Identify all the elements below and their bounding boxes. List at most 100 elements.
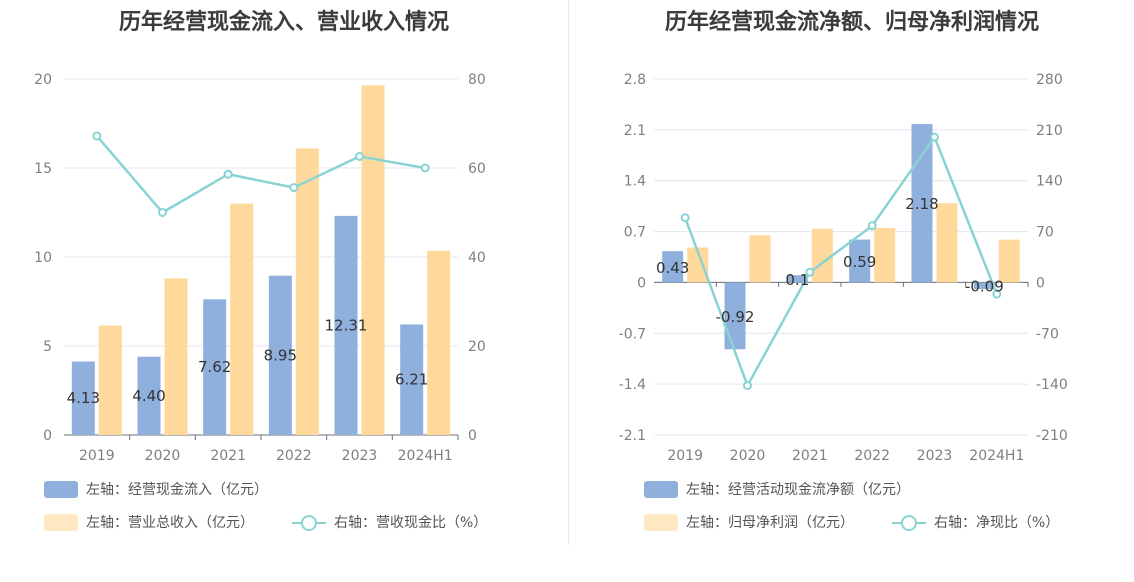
legend-item-cash-inflow[interactable]: 左轴：经营现金流入（亿元） (44, 479, 268, 499)
bar-data-label: 8.95 (264, 346, 297, 364)
x-tick-label: 2020 (145, 448, 181, 464)
y-right-tick-label: 70 (1036, 225, 1054, 241)
x-tick-label: 2019 (667, 448, 703, 464)
bar-series2 (687, 247, 709, 283)
bar-series2 (998, 239, 1020, 283)
y-left-tick-label: 0 (43, 428, 52, 444)
y-right-tick-label: 140 (1036, 174, 1063, 190)
bar-series1 (973, 282, 995, 289)
y-right-tick-label: -140 (1036, 377, 1068, 393)
y-right-tick-label: 20 (468, 339, 486, 355)
y-left-tick-label: 1.4 (624, 174, 646, 190)
y-left-tick-label: -0.7 (619, 326, 646, 342)
line-series (683, 134, 998, 389)
line-point (158, 208, 167, 217)
x-tick-label: 2021 (792, 448, 828, 464)
bar-data-label: 0.43 (656, 259, 689, 277)
y-left-tick-label: 2.1 (624, 123, 646, 139)
line-point (420, 163, 430, 173)
y-right-tick-label: 0 (468, 428, 477, 444)
legend-item-net-cash-flow[interactable]: 左轴：经营活动现金流净额（亿元） (644, 479, 910, 499)
legend-item-revenue[interactable]: 左轴：营业总收入（亿元） (44, 512, 254, 532)
y-right-tick-label: -210 (1036, 428, 1068, 444)
legend-line-marker-icon (292, 514, 326, 531)
chart-panel-right: 历年经营现金流净额、归母净利润情况 -2.1 -1.4 -0.7 0 0.7 1.4 2.1… (570, 0, 1134, 582)
x-tick-label: 2019 (79, 448, 115, 464)
y-left-tick-label: 5 (43, 339, 52, 355)
x-tick-label: 2024H1 (398, 448, 453, 464)
legend-label: 左轴：经营活动现金流净额（亿元） (686, 482, 910, 498)
y-right-tick-label: 40 (468, 250, 486, 266)
bar-series2 (230, 203, 254, 435)
chart-panel-left: 历年经营现金流入、营业收入情况 0 5 10 15 20 0 20 40 60 80 2019 202… (34, 10, 487, 532)
x-tick-label: 2022 (276, 448, 312, 464)
bar-series1 (400, 324, 424, 435)
legend-swatch-icon (44, 480, 78, 498)
legend-label: 左轴：营业总收入（亿元） (86, 515, 254, 531)
bar-data-label: -0.09 (965, 278, 1004, 296)
legend-item-ratio[interactable]: 右轴：营收现金比（%） (292, 512, 487, 532)
bar-series1 (662, 251, 684, 283)
bar-series1 (786, 275, 808, 283)
legend-swatch-icon (644, 480, 678, 498)
x-tick-label: 2024H1 (969, 448, 1024, 464)
bar-series2 (98, 325, 122, 435)
bar-data-label: 2.18 (905, 195, 938, 213)
line-series (95, 135, 426, 215)
bar-data-label: 0.1 (785, 271, 809, 289)
bar-data-label: -0.92 (716, 308, 755, 326)
bar-series1 (203, 299, 227, 435)
panel-divider (568, 0, 569, 545)
x-tick-label: 2020 (730, 448, 766, 464)
x-tick-label: 2022 (854, 448, 890, 464)
bar-data-label: 7.62 (198, 358, 231, 376)
y-right-tick-label: 280 (1036, 72, 1063, 88)
line-point (743, 381, 752, 391)
line-point (992, 289, 1002, 299)
bar-series2 (361, 85, 385, 435)
y-left-tick-label: 15 (34, 161, 52, 177)
legend-line-marker-icon (892, 514, 926, 531)
bar-series1 (137, 356, 161, 435)
y-left-tick-label: 0 (637, 275, 646, 291)
chart-title-right: 历年经营现金流净额、归母净利润情况 (664, 10, 1039, 35)
line-point (680, 213, 690, 223)
legend-label: 左轴：归母净利润（亿元） (686, 515, 854, 531)
y-right-tick-label: 210 (1036, 123, 1063, 139)
legend-label: 左轴：经营现金流入（亿元） (86, 482, 268, 498)
bar-data-label: 0.59 (843, 253, 876, 271)
line-point (92, 131, 102, 141)
bar-series2 (749, 235, 771, 283)
y-right-tick-label: -70 (1036, 326, 1059, 342)
x-tick-label: 2023 (342, 448, 378, 464)
line-point (223, 169, 233, 179)
bar-series1 (71, 361, 95, 435)
y-right-tick-label: 80 (468, 72, 486, 88)
x-tick-label: 2021 (210, 448, 246, 464)
bar-data-label: 12.31 (325, 316, 368, 334)
line-point (805, 267, 815, 277)
y-left-tick-label: 20 (34, 72, 52, 88)
x-tick-label: 2023 (917, 448, 953, 464)
legend-swatch-icon (644, 513, 678, 531)
bar-series2 (874, 227, 896, 283)
legend-item-net-profit[interactable]: 左轴：归母净利润（亿元） (644, 512, 854, 532)
bar-data-label: 6.21 (395, 371, 428, 389)
y-right-tick-label: 60 (468, 161, 486, 177)
y-right-tick-label: 0 (1036, 275, 1045, 291)
bar-series2 (936, 203, 958, 283)
chart-right-svg: -2.1 -1.4 -0.7 0 0.7 1.4 2.1 2.8 -210 -140 -70 0 70 1… (619, 72, 1068, 464)
y-left-tick-label: -2.1 (619, 428, 646, 444)
line-point (355, 151, 364, 161)
bar-series1 (334, 215, 358, 435)
legend-item-net-cash-ratio[interactable]: 右轴：净现比（%） (892, 512, 1059, 532)
bar-data-label: 4.13 (67, 389, 100, 407)
line-point (867, 221, 877, 231)
bar-series2 (295, 148, 319, 436)
legend-label: 右轴：净现比（%） (934, 515, 1060, 531)
y-left-tick-label: 2.8 (624, 72, 646, 88)
line-point (930, 132, 939, 142)
bar-series2 (164, 278, 188, 435)
chart-left-svg: 0 5 10 15 20 0 20 40 60 80 2019 2020 2021 2022 2023 202… (34, 72, 486, 464)
bar-data-label: 4.40 (132, 387, 165, 405)
